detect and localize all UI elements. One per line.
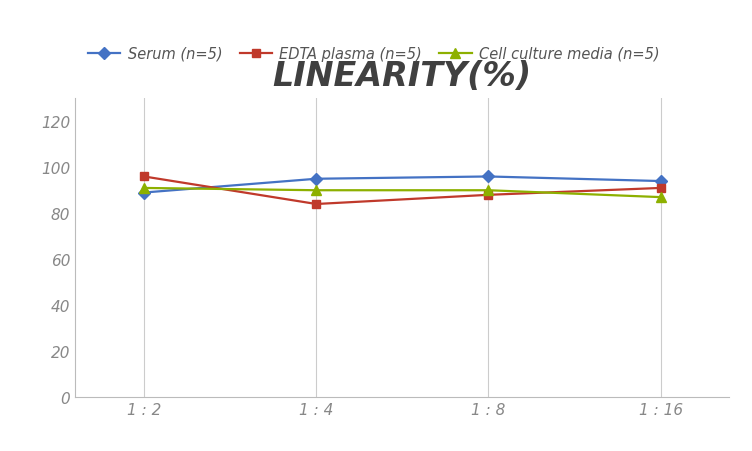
Serum (n=5) (312, 177, 321, 182)
Serum (n=5) (140, 190, 149, 196)
Cell culture media (n=5) (140, 186, 149, 191)
Line: EDTA plasma (n=5): EDTA plasma (n=5) (140, 173, 665, 209)
Line: Serum (n=5): Serum (n=5) (140, 173, 665, 197)
Serum (n=5) (484, 175, 493, 180)
EDTA plasma (n=5) (656, 186, 665, 191)
EDTA plasma (n=5) (312, 202, 321, 207)
Cell culture media (n=5) (312, 188, 321, 193)
Legend: Serum (n=5), EDTA plasma (n=5), Cell culture media (n=5): Serum (n=5), EDTA plasma (n=5), Cell cul… (83, 41, 666, 68)
Title: LINEARITY(%): LINEARITY(%) (273, 60, 532, 92)
Serum (n=5) (656, 179, 665, 184)
EDTA plasma (n=5) (484, 193, 493, 198)
Cell culture media (n=5) (656, 195, 665, 200)
Line: Cell culture media (n=5): Cell culture media (n=5) (139, 184, 666, 202)
Cell culture media (n=5) (484, 188, 493, 193)
EDTA plasma (n=5) (140, 175, 149, 180)
